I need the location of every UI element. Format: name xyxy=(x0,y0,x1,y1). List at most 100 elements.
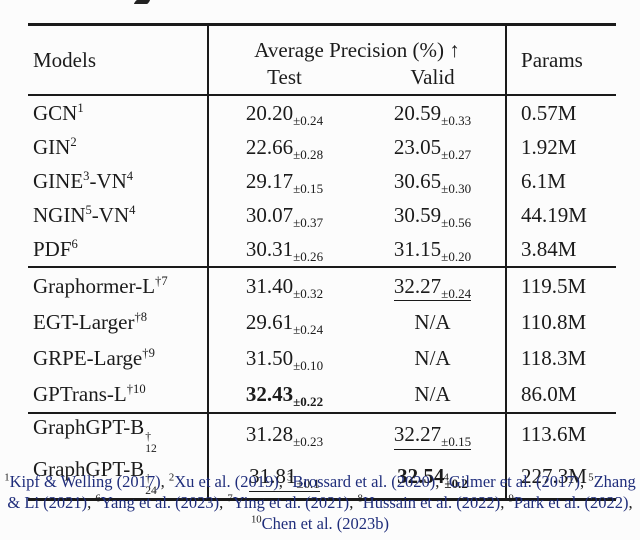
test-value-cell: 31.28±0.23 xyxy=(208,412,360,456)
table-row: GCN1 20.20±0.24 20.59±0.33 0.57M xyxy=(28,95,616,130)
footnote-number: 2 xyxy=(168,471,175,484)
table-body: GCN1 20.20±0.24 20.59±0.33 0.57M GIN2 22.66±0… xyxy=(28,95,617,500)
table-header: Models Average Precision (%) ↑ Params Te… xyxy=(28,24,617,95)
valid-value-cell: 32.27±0.15 xyxy=(360,412,508,456)
footnotes: 1Kipf & Welling (2017), 2Xu et al. (2019… xyxy=(4,471,636,533)
valid-value-cell: 20.59±0.33 xyxy=(360,95,508,130)
valid-value: 32.54±0.2 xyxy=(397,464,468,492)
model-name-cell: GCN1 xyxy=(28,95,209,130)
model-name-cell: GINE3-VN4 xyxy=(28,164,209,198)
params-cell: 3.84M xyxy=(521,236,577,261)
test-value-cell: 29.17±0.15 xyxy=(208,164,360,198)
footnote-number: 5 xyxy=(588,471,594,484)
footnote-number: 3 xyxy=(286,471,293,484)
test-value: 30.31±0.26 xyxy=(245,236,324,264)
params-cell: 0.57M xyxy=(521,100,577,125)
citation-link[interactable]: Brossard et al. (2020) xyxy=(292,472,436,491)
model-name-cell: GIN2 xyxy=(28,130,209,164)
citation-link[interactable]: Gilmer et al. (2017) xyxy=(448,472,580,491)
model-name-cell: GraphGPT-B † 24 xyxy=(28,455,209,500)
table-row: GRPE-Large†9 31.50±0.10 N/A 118.3M xyxy=(28,340,616,376)
test-value: 31.40±0.32 xyxy=(245,273,324,301)
valid-value-cell: 31.15±0.20 xyxy=(360,232,508,267)
valid-value-cell: 30.59±0.56 xyxy=(360,198,508,232)
valid-value: 23.05±0.27 xyxy=(393,134,472,162)
footnote-number: 1 xyxy=(4,471,10,484)
valid-value: 30.65±0.30 xyxy=(393,168,472,196)
valid-value: 31.15±0.20 xyxy=(393,236,472,264)
citation-link[interactable]: Hussain et al. (2022) xyxy=(362,492,501,512)
table-row: Graphormer-L†7 31.40±0.32 32.27±0.24 119.5M xyxy=(28,266,617,304)
params-cell: 118.3M xyxy=(521,345,587,370)
test-value-cell: 32.43±0.22 xyxy=(208,376,360,413)
header-models: Models xyxy=(28,24,209,95)
test-value-cell: 20.20±0.24 xyxy=(208,95,360,130)
table-row: GIN2 22.66±0.28 23.05±0.27 1.92M xyxy=(28,130,616,164)
params-cell: 110.8M xyxy=(521,309,587,334)
test-value: 20.20±0.24 xyxy=(245,100,324,128)
results-table: Models Average Precision (%) ↑ Params Te… xyxy=(28,23,617,501)
test-value: 30.07±0.37 xyxy=(245,202,324,230)
header-params: Params xyxy=(505,24,617,95)
table-row: NGIN5-VN4 30.07±0.37 30.59±0.56 44.19M xyxy=(28,198,616,232)
model-name-cell: NGIN5-VN4 xyxy=(28,198,209,232)
table-row: GraphGPT-B † 24 31.81±0.1 32.54±0.2 227.3M xyxy=(28,455,616,500)
params-cell: 44.19M xyxy=(521,202,587,227)
test-value-cell: 31.40±0.32 xyxy=(208,266,360,304)
citation-link[interactable]: Zhang & Li (2021) xyxy=(7,472,636,512)
test-value-cell: 31.50±0.10 xyxy=(208,340,360,376)
table-row: GPTrans-L†10 32.43±0.22 N/A 86.0M xyxy=(28,376,616,413)
citation-link[interactable]: Kipf & Welling (2017) xyxy=(9,472,161,491)
citation-link[interactable]: Xu et al. (2019) xyxy=(174,472,279,491)
test-value: 29.61±0.24 xyxy=(245,309,324,337)
valid-value-cell: N/A xyxy=(360,376,508,413)
model-name-cell: EGT-Larger†8 xyxy=(28,304,209,340)
valid-value: 30.59±0.56 xyxy=(393,202,472,230)
citation-link[interactable]: Park et al. (2022) xyxy=(513,492,629,512)
valid-value: 32.27±0.15 xyxy=(393,422,472,450)
params-cell: 113.6M xyxy=(506,412,617,456)
footnote-number: 10 xyxy=(250,513,262,526)
params-cell: 1.92M xyxy=(521,134,577,159)
valid-value-cell: N/A xyxy=(360,304,508,340)
model-name-cell: GPTrans-L†10 xyxy=(28,376,209,413)
test-value-cell: 30.31±0.26 xyxy=(208,232,360,267)
test-value: 31.81±0.1 xyxy=(249,464,320,492)
params-cell: 227.3M xyxy=(521,464,587,489)
table-row: PDF6 30.31±0.26 31.15±0.20 3.84M xyxy=(28,232,616,267)
test-value: 22.66±0.28 xyxy=(245,134,324,162)
test-value: 29.17±0.15 xyxy=(245,168,324,196)
footnote-number: 6 xyxy=(95,492,101,505)
table-row: EGT-Larger†8 29.61±0.24 N/A 110.8M xyxy=(28,304,616,340)
footnote-number: 9 xyxy=(508,492,514,505)
params-cell: 86.0M xyxy=(521,381,577,406)
valid-value-cell: N/A xyxy=(360,340,508,376)
valid-value-cell: 30.65±0.30 xyxy=(360,164,508,198)
citation-link[interactable]: Chen et al. (2023b) xyxy=(261,513,390,533)
header-average-precision: Average Precision (%) ↑ xyxy=(254,38,460,62)
test-value-cell: 31.81±0.1 xyxy=(208,456,360,499)
dagger-subscript-stack: † 12 xyxy=(145,430,157,455)
model-name-cell: GRPE-Large†9 xyxy=(28,340,209,376)
params-cell: 119.5M xyxy=(506,266,617,304)
model-name-cell: Graphormer-L†7 xyxy=(28,266,209,304)
valid-value-cell: 32.27±0.24 xyxy=(360,266,508,304)
citation-link[interactable]: Ying et al. (2021) xyxy=(232,492,350,512)
citation-link[interactable]: Yang et al. (2023) xyxy=(100,492,220,512)
model-name-cell: PDF6 xyxy=(28,232,209,267)
header-test: Test xyxy=(267,65,302,89)
test-value: 31.50±0.10 xyxy=(245,345,324,373)
valid-value: 20.59±0.33 xyxy=(393,100,472,128)
model-name-cell: GraphGPT-B † 12 xyxy=(28,412,209,456)
footnote-number: 4 xyxy=(443,471,449,484)
test-value: 32.43±0.22 xyxy=(245,381,324,409)
test-value: 31.28±0.23 xyxy=(245,422,324,450)
header-valid: Valid xyxy=(410,65,455,89)
params-cell: 6.1M xyxy=(521,168,566,193)
valid-value-cell: 32.54±0.2 xyxy=(360,455,508,500)
table-row: GINE3-VN4 29.17±0.15 30.65±0.30 6.1M xyxy=(28,164,616,198)
test-value-cell: 22.66±0.28 xyxy=(208,130,360,164)
test-value-cell: 29.61±0.24 xyxy=(208,304,360,340)
table-row: GraphGPT-B † 12 31.28±0.23 32.27±0.15 113.6M xyxy=(28,412,617,456)
